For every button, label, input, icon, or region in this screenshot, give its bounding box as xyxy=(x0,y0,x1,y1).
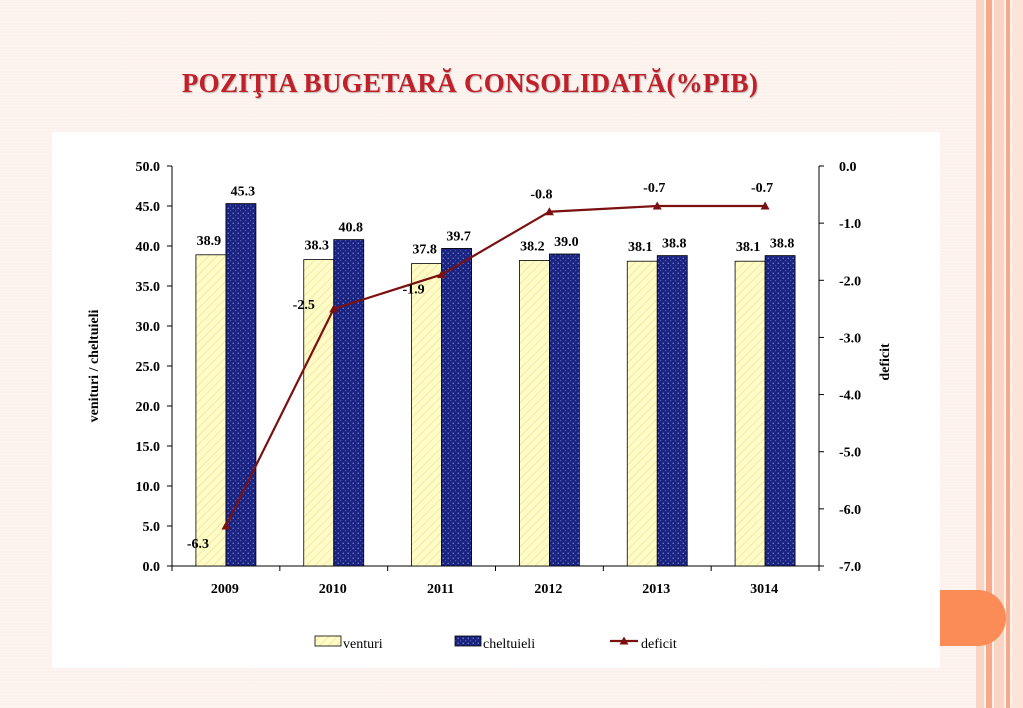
bar-cheltuieli xyxy=(656,255,688,567)
decorative-half-circle xyxy=(940,590,1006,646)
y-tick-label: 10.0 xyxy=(136,480,161,495)
marker-deficit xyxy=(652,201,662,210)
accent-stripe xyxy=(976,0,984,708)
data-label-cheltuieli: 45.3 xyxy=(231,185,256,200)
legend-label-cheltuieli: cheltuieli xyxy=(483,637,535,652)
y-tick-label: 25.0 xyxy=(136,360,161,375)
bar-cheltuieli xyxy=(764,255,796,567)
legend-label-venturi: venturi xyxy=(343,637,383,652)
y2-tick-label: -5.0 xyxy=(839,446,861,461)
x-tick-label: 2013 xyxy=(642,582,670,597)
y-tick-label: 50.0 xyxy=(136,160,161,175)
y-tick-label: 20.0 xyxy=(136,400,161,415)
y2-tick-label: -1.0 xyxy=(839,217,861,232)
y-tick-label: 15.0 xyxy=(136,440,161,455)
chart-panel: 0.0 5.0 10.0 15.0 20.0 25.0 30.0 35.0 40.0 45.0 50… xyxy=(52,132,940,668)
data-label-cheltuieli: 39.7 xyxy=(446,229,471,244)
bar-venturi xyxy=(303,259,335,567)
data-label-cheltuieli: 38.8 xyxy=(770,237,795,252)
data-label-venturi: 38.1 xyxy=(736,240,761,255)
y2-axis-title: deficit xyxy=(878,343,893,381)
data-label-deficit: -0.8 xyxy=(530,188,552,203)
bar-cheltuieli xyxy=(333,239,365,567)
y2-tick-label: -2.0 xyxy=(839,274,861,289)
y2-tick-label: -6.0 xyxy=(839,503,861,518)
y-axis-title: venituri / cheltuieli xyxy=(87,310,102,423)
legend-swatch-venturi xyxy=(314,635,342,647)
accent-stripe xyxy=(994,0,1004,708)
x-tick-label: 2009 xyxy=(211,582,239,597)
y2-tick-label: 0.0 xyxy=(839,160,857,175)
bar-venturi xyxy=(626,260,658,567)
legend-marker-deficit xyxy=(619,636,629,645)
data-label-venturi: 38.1 xyxy=(628,240,653,255)
data-label-deficit: -6.3 xyxy=(187,537,209,552)
data-label-deficit: -1.9 xyxy=(402,283,424,298)
data-label-deficit: -0.7 xyxy=(751,181,773,196)
accent-stripe xyxy=(1012,0,1023,708)
data-label-venturi: 38.3 xyxy=(305,239,330,254)
data-label-deficit: -2.5 xyxy=(293,298,315,313)
data-label-cheltuieli: 39.0 xyxy=(554,235,579,250)
marker-deficit xyxy=(221,521,231,530)
x-tick-label: 3014 xyxy=(750,582,778,597)
data-label-venturi: 38.2 xyxy=(520,239,545,254)
data-label-venturi: 37.8 xyxy=(412,243,437,258)
accent-stripe xyxy=(986,0,992,708)
y-tick-label: 45.0 xyxy=(136,200,161,215)
y-tick-label: 40.0 xyxy=(136,240,161,255)
marker-deficit xyxy=(760,201,770,210)
slide-title: POZIŢIA BUGETARĂ CONSOLIDATĂ(%PIB) xyxy=(181,68,759,98)
line-deficit xyxy=(224,204,766,527)
y-tick-label: 35.0 xyxy=(136,280,161,295)
data-label-cheltuieli: 38.8 xyxy=(662,237,687,252)
bar-cheltuieli xyxy=(549,253,580,567)
data-label-venturi: 38.9 xyxy=(197,234,222,249)
bar-venturi xyxy=(195,254,227,567)
x-tick-label: 2010 xyxy=(319,582,347,597)
bar-cheltuieli xyxy=(441,248,472,567)
bar-cheltuieli xyxy=(225,203,257,567)
x-tick-label: 2012 xyxy=(534,582,562,597)
y-tick-label: 5.0 xyxy=(143,520,161,535)
marker-deficit xyxy=(437,270,447,279)
y2-tick-label: -7.0 xyxy=(839,560,861,575)
bar-venturi xyxy=(734,260,766,567)
budget-chart: 0.0 5.0 10.0 15.0 20.0 25.0 30.0 35.0 40.0 45.0 50… xyxy=(87,160,893,652)
legend-swatch-cheltuieli xyxy=(454,635,482,647)
bar-venturi xyxy=(411,263,442,567)
marker-deficit xyxy=(544,207,554,216)
y2-tick-label: -4.0 xyxy=(839,389,861,404)
y-tick-label: 0.0 xyxy=(143,560,161,575)
accent-stripe xyxy=(1006,0,1010,708)
x-tick-label: 2011 xyxy=(427,582,454,597)
legend-label-deficit: deficit xyxy=(641,637,677,652)
data-label-deficit: -0.7 xyxy=(643,181,665,196)
bar-venturi xyxy=(519,259,550,567)
y-tick-label: 30.0 xyxy=(136,320,161,335)
marker-deficit xyxy=(329,304,339,313)
y2-tick-label: -3.0 xyxy=(839,331,861,346)
data-label-cheltuieli: 40.8 xyxy=(339,221,364,236)
